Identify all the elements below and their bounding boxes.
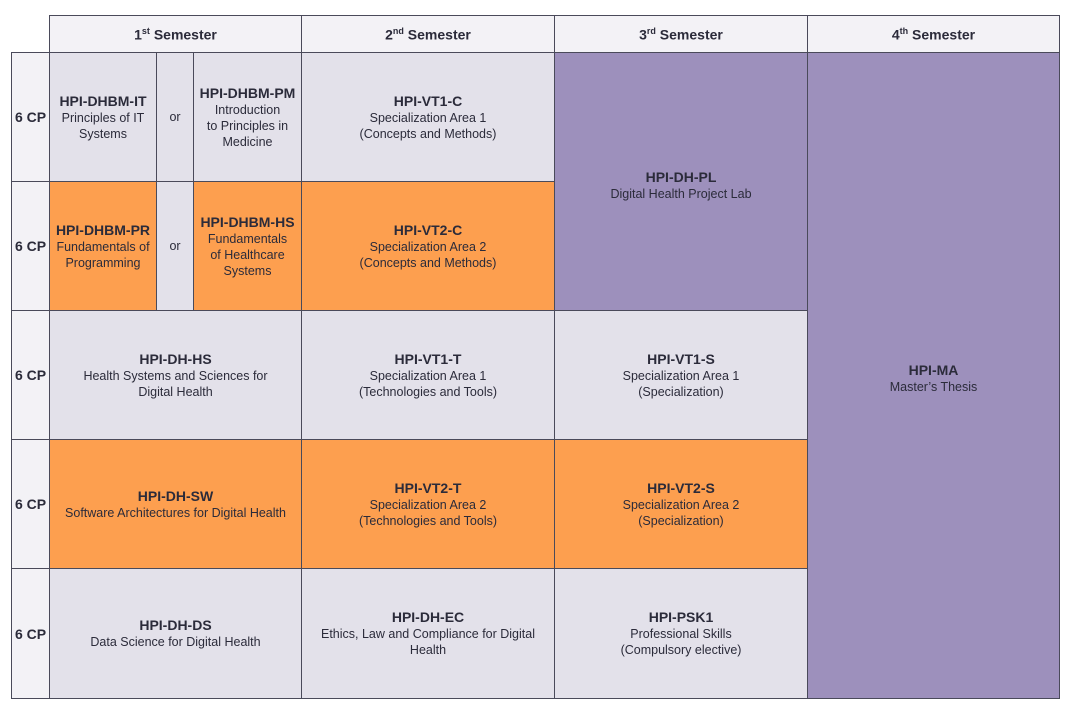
module-code: HPI-VT1-S: [647, 350, 715, 367]
module-title: Specialization Area 2 (Technologies and …: [358, 497, 498, 528]
module-title: Specialization Area 1 (Technologies and …: [358, 368, 498, 399]
module-code: HPI-DH-DS: [139, 617, 212, 633]
module-title: Specialization Area 2 (Concepts and Meth…: [359, 239, 497, 270]
module-code: HPI-DH-EC: [391, 609, 465, 625]
module-title: Fundamentals of Healthcare Systems: [207, 231, 288, 278]
credit-points-row-4: 6 CP: [11, 439, 50, 569]
module-dh-pl: HPI-DH-PL Digital Health Project Lab: [554, 52, 808, 311]
module-dhbm-pm: HPI-DHBM-PM Introduction to Principles i…: [193, 52, 302, 182]
module-dh-hs: HPI-DH-HS Health Systems and Sciences fo…: [49, 310, 302, 440]
module-title: Principles of IT Systems: [61, 110, 145, 141]
module-title: Software Architectures for Digital Healt…: [65, 505, 286, 520]
module-title: Introduction to Principles in Medicine: [206, 102, 289, 149]
module-code: HPI-DHBM-PM: [199, 84, 296, 101]
module-title: Master’s Thesis: [889, 380, 978, 394]
credit-points-row-3: 6 CP: [11, 310, 50, 440]
module-title: Digital Health Project Lab: [610, 187, 752, 201]
module-vt1-t: HPI-VT1-T Specialization Area 1 (Technol…: [301, 310, 555, 440]
module-code: HPI-MA: [908, 362, 959, 378]
module-title: Ethics, Law and Compliance for Digital H…: [321, 627, 535, 657]
module-code: HPI-PSK1: [648, 609, 714, 625]
header-semester-1: 1st Semester: [49, 15, 302, 53]
module-dh-ds: HPI-DH-DS Data Science for Digital Healt…: [49, 568, 302, 699]
module-psk1: HPI-PSK1 Professional Skills (Compulsory…: [554, 568, 808, 699]
module-dhbm-hs: HPI-DHBM-HS Fundamentals of Healthcare S…: [193, 181, 302, 311]
module-title: Specialization Area 2 (Specialization): [622, 497, 740, 528]
or-separator: or: [156, 52, 194, 182]
module-ma: HPI-MA Master’s Thesis: [807, 52, 1060, 699]
or-separator: or: [156, 181, 194, 311]
module-code: HPI-DHBM-IT: [59, 92, 147, 109]
module-dhbm-it: HPI-DHBM-IT Principles of IT Systems: [49, 52, 157, 182]
module-title: Specialization Area 1 (Specialization): [622, 368, 740, 399]
module-title: Data Science for Digital Health: [90, 635, 261, 649]
module-code: HPI-DH-HS: [139, 350, 212, 367]
module-code: HPI-VT2-T: [394, 479, 462, 496]
module-vt1-c: HPI-VT1-C Specialization Area 1 (Concept…: [301, 52, 555, 182]
module-code: HPI-DHBM-HS: [200, 213, 295, 230]
credit-points-row-5: 6 CP: [11, 568, 50, 699]
module-code: HPI-VT2-C: [393, 221, 463, 238]
module-dh-sw: HPI-DH-SW Software Architectures for Dig…: [49, 439, 302, 569]
module-vt2-c: HPI-VT2-C Specialization Area 2 (Concept…: [301, 181, 555, 311]
module-code: HPI-DH-PL: [645, 169, 717, 185]
module-code: HPI-VT1-T: [394, 350, 462, 367]
header-semester-4: 4th Semester: [807, 15, 1060, 53]
module-title: Health Systems and Sciences for Digital …: [83, 368, 268, 399]
module-code: HPI-DHBM-PR: [55, 221, 151, 238]
module-code: HPI-DH-SW: [137, 487, 214, 504]
header-semester-3: 3rd Semester: [554, 15, 808, 53]
module-code: HPI-VT2-S: [647, 479, 715, 496]
credit-points-row-1: 6 CP: [11, 52, 50, 182]
header-semester-2: 2nd Semester: [301, 15, 555, 53]
module-dhbm-pr: HPI-DHBM-PR Fundamentals of Programming: [49, 181, 157, 311]
module-dh-ec: HPI-DH-EC Ethics, Law and Compliance for…: [301, 568, 555, 699]
credit-points-row-2: 6 CP: [11, 181, 50, 311]
module-title: Specialization Area 1 (Concepts and Meth…: [359, 110, 497, 141]
module-title: Professional Skills (Compulsory elective…: [620, 627, 742, 657]
module-vt1-s: HPI-VT1-S Specialization Area 1 (Special…: [554, 310, 808, 440]
module-title: Fundamentals of Programming: [56, 239, 150, 270]
module-code: HPI-VT1-C: [393, 92, 463, 109]
module-vt2-t: HPI-VT2-T Specialization Area 2 (Technol…: [301, 439, 555, 569]
module-vt2-s: HPI-VT2-S Specialization Area 2 (Special…: [554, 439, 808, 569]
